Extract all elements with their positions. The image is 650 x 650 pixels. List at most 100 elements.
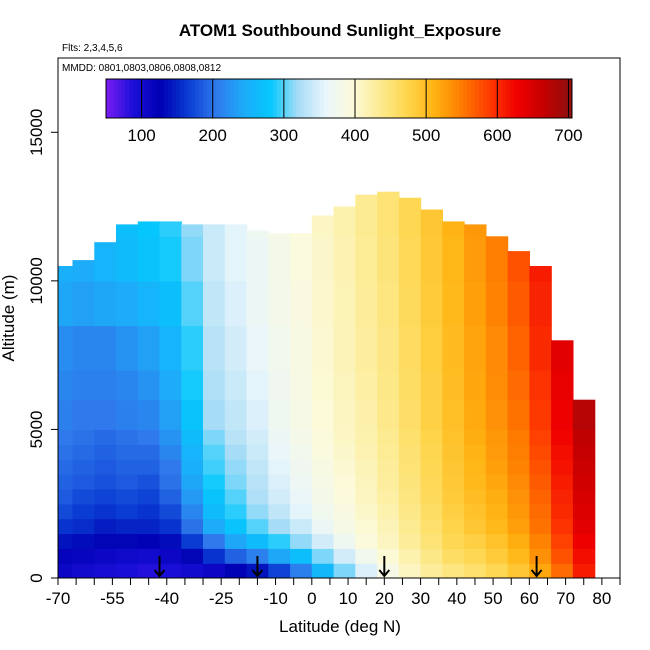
heatmap-cell [507, 251, 530, 282]
heatmap-cell [290, 399, 313, 430]
colorbar-segment [117, 79, 123, 118]
heatmap-cell [572, 518, 596, 535]
colorbar-segment [144, 79, 150, 118]
colorbar-segment [478, 79, 484, 118]
heatmap-cell [377, 236, 400, 282]
heatmap-cell [507, 548, 530, 564]
heatmap-cell [224, 488, 248, 505]
heatmap-cell [485, 236, 509, 282]
heatmap-cell [333, 548, 356, 564]
heatmap-cell [203, 503, 226, 520]
flight-marker-arrow [378, 556, 391, 578]
heatmap-cell [72, 370, 95, 401]
colorbar-segment [451, 79, 456, 118]
colorbar-segment [517, 79, 523, 118]
colorbar-segment [490, 79, 495, 118]
heatmap-cell [420, 325, 443, 371]
heatmap-cell [246, 280, 269, 327]
colorbar-segment [455, 79, 460, 118]
heatmap-cell [137, 459, 161, 475]
colorbar: 100 200 300 400 500 600 700 [105, 78, 583, 145]
heatmap-cell [268, 233, 291, 237]
heatmap-cell [333, 518, 356, 535]
colorbar-segment [412, 79, 418, 118]
heatmap-cell [572, 474, 596, 490]
heatmap-cell [159, 563, 182, 578]
colorbar-segment [393, 79, 398, 118]
heatmap-cell [377, 370, 400, 401]
heatmap-cell [311, 370, 335, 401]
colorbar-segment [471, 79, 476, 118]
heatmap-cell [464, 370, 487, 401]
heatmap-cell [442, 221, 465, 237]
heatmap-cell [268, 444, 291, 460]
heatmap-cell [529, 474, 552, 490]
colorbar-segment [405, 79, 410, 118]
heatmap-cell [181, 518, 204, 535]
heatmap-cell [333, 429, 356, 445]
heatmap-cell [58, 488, 74, 505]
heatmap-cell [94, 459, 117, 475]
heatmap-cell [203, 429, 226, 445]
heatmap-cell [94, 444, 117, 460]
heatmap-cell [355, 488, 378, 505]
heatmap-cell [246, 230, 269, 237]
colorbar-segment [214, 79, 220, 118]
heatmap-cell [203, 224, 226, 237]
heatmap-cell [72, 459, 95, 475]
colorbar-segment [307, 79, 313, 118]
heatmap-cell [529, 444, 552, 460]
heatmap-cell [551, 444, 574, 460]
colorbar-segment [436, 79, 441, 118]
colorbar-segment [548, 79, 554, 118]
heatmap-cell [159, 370, 182, 401]
colorbar-segment [498, 79, 503, 118]
heatmap-cell [58, 325, 74, 371]
colorbar-segment [564, 79, 569, 118]
heatmap-cell [311, 563, 335, 578]
heatmap-cell [181, 459, 204, 475]
heatmap-cell [159, 399, 182, 430]
y-axis-label: Altitude (m) [0, 275, 18, 362]
colorbar-segment [133, 79, 138, 118]
heatmap-cell [355, 370, 378, 401]
flight-marker-head [530, 569, 543, 578]
colorbar-segment [195, 79, 200, 118]
heatmap-cell [137, 488, 161, 505]
colorbar-segment [140, 79, 146, 118]
heatmap-cell [224, 548, 248, 564]
heatmap-cell [137, 518, 161, 535]
colorbar-segment [179, 79, 185, 118]
heatmap-cell [551, 533, 574, 549]
heatmap-cell [94, 518, 117, 535]
heatmap-cell [290, 280, 313, 327]
heatmap-cell [246, 444, 269, 460]
colorbar-segment [377, 79, 383, 118]
heatmap-cell [507, 444, 530, 460]
heatmap-cell [442, 444, 465, 460]
heatmap-cell [311, 474, 335, 490]
colorbar-segment [408, 79, 414, 118]
x-tick-label: 50 [484, 589, 503, 608]
flights-label: Flts: 2,3,4,5,6 [62, 43, 123, 54]
heatmap-cell [398, 563, 422, 578]
heatmap-cell [377, 474, 400, 490]
heatmap-cell [94, 503, 117, 520]
x-tick-label: 20 [375, 589, 394, 608]
heatmap-cell [58, 266, 74, 282]
colorbar-segment [315, 79, 321, 118]
heatmap-cell [485, 518, 509, 535]
heatmap-cell [355, 459, 378, 475]
heatmap-cell [224, 399, 248, 430]
heatmap-cell [72, 518, 95, 535]
x-tick-label: 0 [307, 589, 316, 608]
heatmap-cell [58, 459, 74, 475]
heatmap-cell [420, 488, 443, 505]
colorbar-segment [269, 79, 274, 118]
colorbar-segment [420, 79, 425, 118]
heatmap-cell [72, 444, 95, 460]
heatmap-cell [507, 488, 530, 505]
colorbar-segment [137, 79, 142, 118]
heatmap-cell [181, 224, 204, 237]
heatmap-cell [116, 503, 139, 520]
